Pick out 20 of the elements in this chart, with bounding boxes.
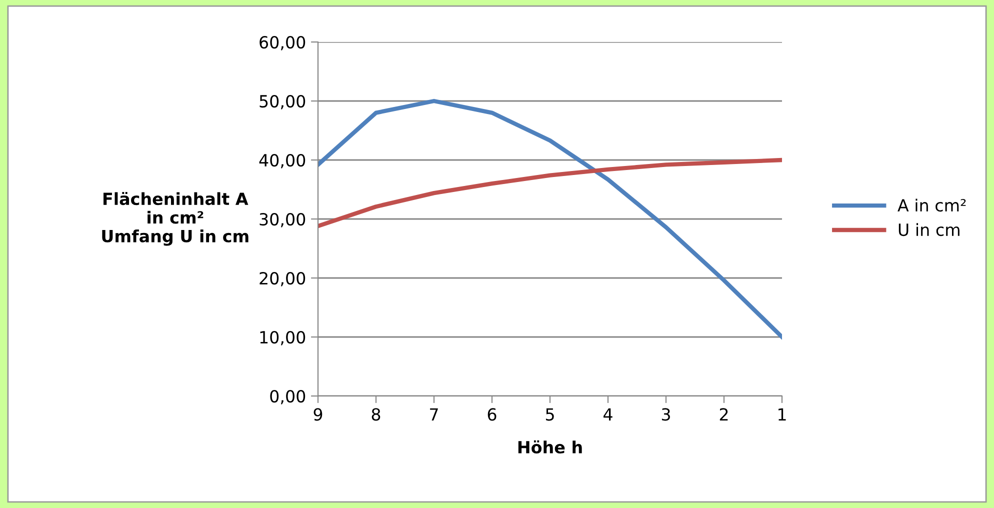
x-tick-label: 4 <box>604 408 612 420</box>
x-tick-label: 2 <box>720 408 728 420</box>
x-tick-label: 5 <box>546 408 554 421</box>
x-tick-label: 3 <box>662 408 670 421</box>
y-tick-label: 50,00 <box>260 94 306 110</box>
y-tick-label: 0,00 <box>270 390 306 404</box>
y-tick-label: 20,00 <box>260 272 306 286</box>
y-tick-label: 40,00 <box>259 154 306 168</box>
y-tick-label: 10,00 <box>260 330 306 346</box>
x-tick-label: 6 <box>488 408 496 421</box>
x-tick-label: 7 <box>430 408 438 420</box>
x-tick-label: 1 <box>778 408 786 420</box>
y-tick-label: 30,00 <box>260 212 306 228</box>
legend-label: A in cm² <box>898 198 966 212</box>
x-tick-label: 9 <box>314 408 322 421</box>
x-tick-label: 8 <box>372 408 380 421</box>
y-axis-title: Flächeninhalt A in cm² Umfang U in cm <box>102 192 248 246</box>
legend-label: U in cm <box>898 223 960 236</box>
y-tick-label: 60,00 <box>260 36 306 50</box>
x-axis-title: Höhe h <box>518 440 582 454</box>
